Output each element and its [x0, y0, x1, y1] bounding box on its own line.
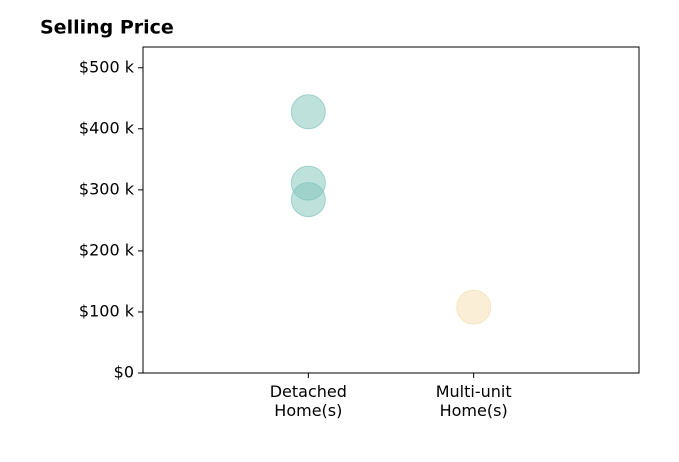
point [290, 94, 326, 130]
point [290, 182, 326, 218]
chart-title: Selling Price [40, 17, 174, 39]
x-tick-label: Multi-unit Home(s) [435, 382, 512, 420]
plot-frame [142, 46, 640, 374]
x-tick-label: Detached Home(s) [269, 382, 347, 420]
y-tick-label: $100 k [79, 301, 135, 320]
y-tick-label: $200 k [79, 240, 135, 259]
point [456, 289, 492, 325]
y-tick-label: $0 [114, 363, 134, 382]
y-tick-label: $300 k [79, 179, 135, 198]
y-tick-label: $400 k [79, 118, 135, 137]
y-tick-label: $500 k [79, 57, 135, 76]
